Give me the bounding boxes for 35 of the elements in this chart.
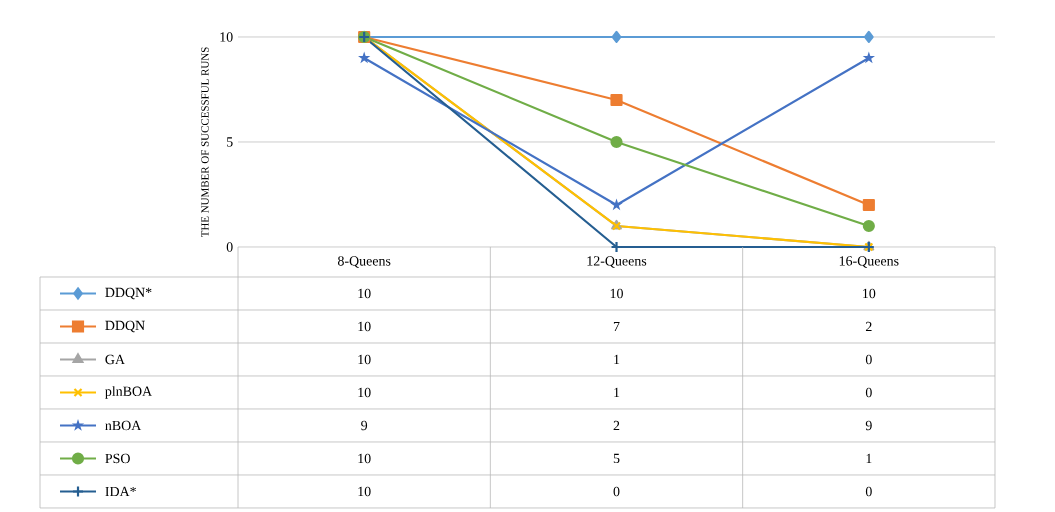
y-tick-label: 0 [226, 242, 233, 252]
x-tick-label: 12-Queens [587, 256, 647, 268]
x-tick-label: 16-Queens [839, 256, 899, 268]
legend-label: IDA* [105, 486, 136, 497]
data-label: 0 [613, 486, 620, 497]
data-label: 9 [865, 420, 872, 431]
x-tick-label: 8-Queens [337, 256, 391, 268]
data-label: 10 [358, 486, 371, 497]
legend-label: GA [105, 354, 125, 365]
data-label: 10 [358, 453, 371, 464]
data-label: 10 [358, 387, 371, 398]
data-label: 1 [614, 387, 620, 398]
data-label: 2 [613, 420, 620, 431]
y-tick-label: 5 [227, 137, 233, 147]
legend-label: plnBOA [105, 386, 153, 399]
data-label: 10 [358, 288, 371, 299]
data-label: 0 [865, 387, 872, 398]
legend-label: PSO [105, 453, 130, 464]
data-label: 10 [610, 288, 623, 299]
data-label: 10 [358, 321, 371, 332]
data-label: 1 [866, 453, 872, 464]
data-label: 7 [613, 321, 620, 332]
y-tick-label: 10 [220, 32, 233, 42]
data-label: 1 [614, 354, 620, 365]
data-label: 9 [361, 420, 368, 431]
data-label: 0 [865, 486, 872, 497]
legend-label: DDQN [105, 320, 145, 333]
data-label: 10 [358, 354, 371, 365]
legend-label: DDQN* [105, 287, 152, 300]
legend-label: nBOA [105, 420, 142, 431]
data-label: 5 [613, 453, 620, 464]
data-label: 2 [865, 321, 872, 332]
data-label: 10 [863, 288, 876, 299]
y-axis-title: THE NUMBER OF SUCCESSFUL RUNS [201, 47, 209, 238]
data-label: 0 [865, 354, 872, 365]
